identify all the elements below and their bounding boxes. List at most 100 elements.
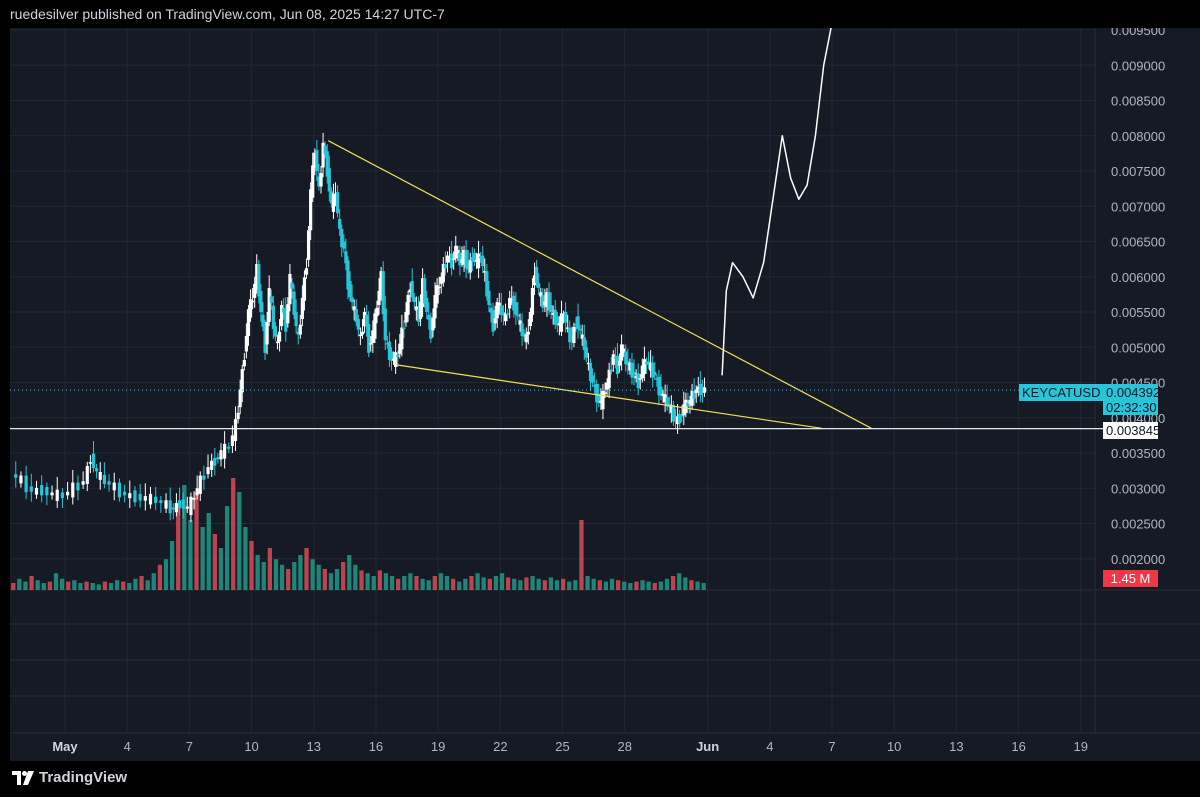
candle-down — [381, 271, 385, 315]
candle-down — [261, 314, 265, 327]
candle-up — [394, 352, 398, 367]
candle-down — [547, 292, 551, 311]
price-chart[interactable]: 0.009500 0.009000 0.008500 0.008000 0.007500… — [10, 28, 1200, 761]
candle-down — [665, 397, 669, 407]
volume-value: 1.45 M — [1110, 571, 1151, 586]
horizontal-line-value: 0.003845 — [1106, 423, 1161, 438]
trendlines[interactable] — [10, 140, 1103, 430]
candle-down — [609, 369, 613, 372]
candle-up — [230, 435, 234, 446]
candle-down — [593, 385, 597, 387]
price-tick-label: 0.008000 — [1111, 129, 1165, 144]
volume-bar — [328, 573, 334, 590]
volume-bar — [677, 573, 682, 590]
candle-down — [273, 326, 278, 337]
candle-up — [663, 394, 667, 403]
wedge-trendline — [396, 364, 822, 429]
tradingview-logo[interactable]: TradingView — [12, 769, 127, 786]
volume-bar — [414, 576, 419, 590]
candle-down — [423, 278, 427, 304]
candle-up — [19, 475, 23, 484]
volume-bar — [23, 581, 28, 590]
time-tick-label: May — [52, 739, 78, 754]
candle-up — [420, 278, 425, 308]
candle-up — [601, 390, 605, 410]
volume-bar — [689, 580, 694, 590]
candle-up — [406, 295, 410, 315]
candles — [14, 132, 707, 523]
candle-up — [373, 313, 377, 339]
candle-up — [439, 276, 443, 284]
volume-bar — [200, 527, 205, 590]
candle-up — [557, 323, 562, 326]
candle-up — [483, 271, 487, 273]
candle-up — [414, 306, 418, 311]
volume-bar — [316, 564, 321, 590]
candle-up — [431, 318, 435, 331]
candle-up — [418, 301, 423, 320]
candle-up — [398, 343, 402, 355]
candle-down — [327, 168, 331, 192]
candle-up — [503, 313, 508, 322]
volume-bar — [163, 559, 169, 590]
volume-bar — [145, 580, 150, 590]
time-axis[interactable]: May 4 7 10 13 16 19 22 25 28 Jun 4 7 10 13 16 19 — [52, 739, 1088, 754]
candle-down — [574, 323, 578, 326]
volume-bar — [237, 492, 242, 590]
candle-down — [644, 362, 649, 365]
candle-up — [298, 324, 302, 335]
volume-bar — [683, 577, 688, 590]
candle-up — [55, 489, 59, 501]
volume-bar — [41, 583, 46, 590]
volume-bar — [169, 541, 175, 590]
projection-path — [721, 28, 832, 376]
candle-down — [216, 457, 220, 460]
volume-badge: 1.45 M — [1103, 570, 1158, 587]
candle-up — [640, 365, 644, 379]
chart-panel[interactable]: 0.009500 0.009000 0.008500 0.008000 0.007500… — [10, 28, 1200, 761]
candle-up — [452, 258, 456, 260]
volume-bar — [579, 520, 584, 590]
volume-bar — [408, 573, 413, 590]
candle-up — [661, 393, 665, 396]
price-axis[interactable]: 0.009500 0.009000 0.008500 0.008000 0.007500… — [1111, 28, 1165, 567]
candle-down — [91, 453, 96, 469]
volume-bar — [133, 578, 138, 590]
candle-down — [692, 390, 696, 399]
candle-up — [85, 466, 89, 485]
volume-bar — [536, 578, 541, 590]
candle-up — [702, 387, 707, 393]
candle-down — [487, 290, 491, 305]
time-tick-label: 7 — [186, 739, 193, 754]
volume-bar — [469, 576, 474, 590]
volume-bar — [658, 581, 664, 590]
candle-up — [454, 245, 458, 259]
candle-up — [65, 491, 70, 496]
wedge-trendline — [327, 140, 872, 429]
candle-down — [259, 290, 263, 312]
candle-up — [561, 314, 566, 317]
candle-up — [265, 321, 269, 345]
candle-down — [344, 251, 348, 264]
candle-up — [244, 335, 248, 352]
projection-line[interactable] — [721, 28, 832, 376]
candle-up — [518, 320, 522, 325]
candle-up — [435, 285, 439, 304]
volume-bar — [560, 578, 566, 590]
candle-down — [578, 328, 582, 331]
candle-down — [698, 383, 702, 396]
symbol-badge[interactable]: KEYCATUSD — [1019, 384, 1104, 401]
candle-down — [429, 316, 433, 339]
candle-up — [559, 313, 564, 332]
time-tick-label: 16 — [1011, 739, 1025, 754]
candle-down — [284, 309, 288, 332]
candle-down — [613, 357, 617, 359]
price-tick-label: 0.006500 — [1111, 235, 1165, 250]
candle-down — [133, 490, 137, 503]
volume-bar — [231, 478, 236, 590]
candle-down — [479, 256, 483, 259]
candle-down — [257, 264, 261, 297]
candle-up — [143, 496, 147, 501]
candle-up — [566, 327, 570, 330]
candle-up — [369, 343, 373, 345]
